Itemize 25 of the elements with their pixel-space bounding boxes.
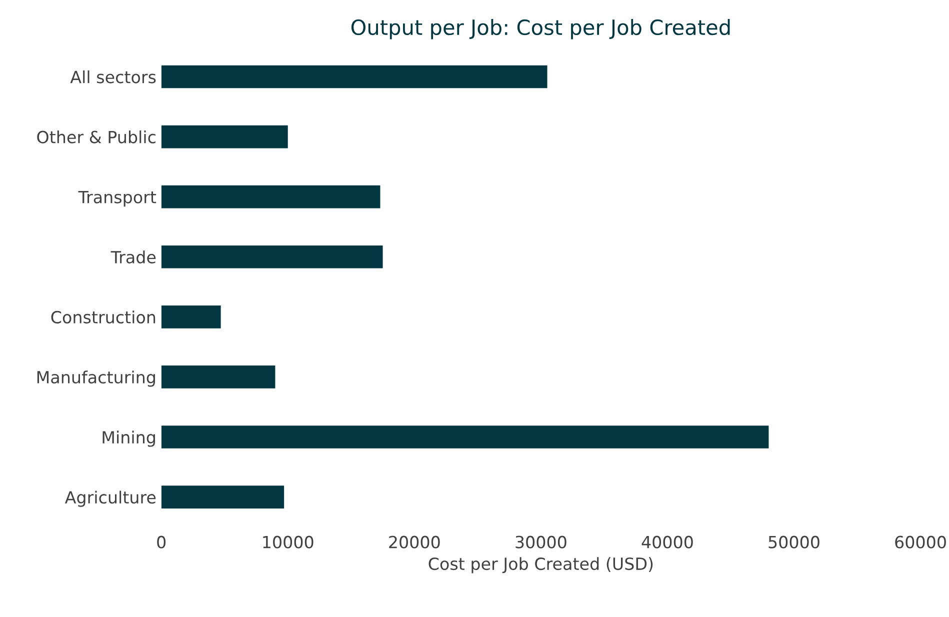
y-tick-label: Mining [102,430,155,447]
y-tick-label: Agriculture [64,490,156,507]
y-tick-label: All sectors [70,70,156,84]
bar [161,185,380,208]
y-tick-label: Construction [51,310,156,324]
chart-title: Output per Job: Cost per Job Created [351,19,730,40]
bar [161,306,221,328]
bar [161,65,548,88]
x-tick-label: 60000 [895,536,946,548]
x-tick-label: 40000 [642,536,693,548]
x-tick-label: 10000 [263,536,314,548]
bar [161,426,769,448]
x-tick-label: 30000 [516,536,566,548]
y-tick-label: Manufacturing [37,370,155,387]
y-tick-label: Transport [78,191,156,207]
bar [161,486,284,508]
bar [161,366,276,388]
x-tick-label: 50000 [768,536,820,548]
y-tick-label: Trade [110,250,156,264]
x-tick-label: 0 [157,536,166,548]
x-tick-label: 20000 [389,536,440,548]
x-axis-title: Cost per Job Created (USD) [428,557,653,574]
y-tick-label: Other & Public [37,130,156,144]
bar [161,125,288,148]
bar [161,245,383,268]
